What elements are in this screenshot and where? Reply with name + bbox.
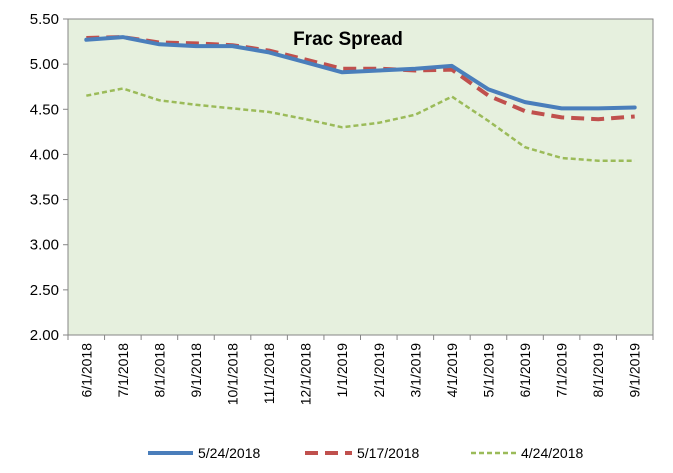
x-tick-label: 9/1/2019 bbox=[627, 343, 643, 398]
y-tick-label: 4.00 bbox=[30, 146, 59, 163]
x-tick-label: 8/1/2019 bbox=[590, 343, 606, 398]
y-tick-label: 5.50 bbox=[30, 11, 59, 28]
y-tick-label: 2.00 bbox=[30, 327, 59, 344]
y-axis: 2.00 2.50 3.00 3.50 4.00 4.50 5.00 5.50 bbox=[30, 11, 68, 344]
chart-title: Frac Spread bbox=[293, 29, 403, 50]
x-tick-label: 6/1/2018 bbox=[78, 343, 94, 398]
x-tick-label: 2/1/2019 bbox=[371, 343, 387, 398]
legend: 5/24/2018 5/17/2018 4/24/2018 bbox=[148, 445, 583, 461]
x-tick-label: 7/1/2018 bbox=[115, 343, 131, 398]
x-tick-label: 6/1/2019 bbox=[517, 343, 533, 398]
y-tick-label: 4.50 bbox=[30, 101, 59, 118]
x-tick-label: 8/1/2018 bbox=[151, 343, 167, 398]
x-tick-label: 10/1/2018 bbox=[225, 343, 241, 405]
x-tick-label: 1/1/2019 bbox=[334, 343, 350, 398]
x-tick-label: 9/1/2018 bbox=[188, 343, 204, 398]
legend-label: 5/24/2018 bbox=[198, 445, 260, 461]
x-tick-label: 4/1/2019 bbox=[444, 343, 460, 398]
y-tick-label: 3.50 bbox=[30, 192, 59, 209]
legend-label: 5/17/2018 bbox=[357, 445, 419, 461]
x-tick-label: 5/1/2019 bbox=[480, 343, 496, 398]
x-tick-label: 11/1/2018 bbox=[261, 343, 277, 404]
x-tick-label: 12/1/2018 bbox=[298, 343, 314, 405]
y-tick-label: 2.50 bbox=[30, 282, 59, 299]
x-tick-label: 3/1/2019 bbox=[407, 343, 423, 398]
legend-label: 4/24/2018 bbox=[521, 445, 583, 461]
frac-spread-chart: 2.00 2.50 3.00 3.50 4.00 4.50 5.00 5.50 6/1/201… bbox=[0, 0, 673, 473]
y-tick-label: 3.00 bbox=[30, 237, 59, 254]
y-tick-label: 5.00 bbox=[30, 56, 59, 73]
x-axis: 6/1/2018 7/1/2018 8/1/2018 9/1/2018 10/1/201… bbox=[68, 335, 653, 405]
x-tick-label: 7/1/2019 bbox=[554, 343, 570, 398]
plot-area bbox=[68, 19, 653, 335]
